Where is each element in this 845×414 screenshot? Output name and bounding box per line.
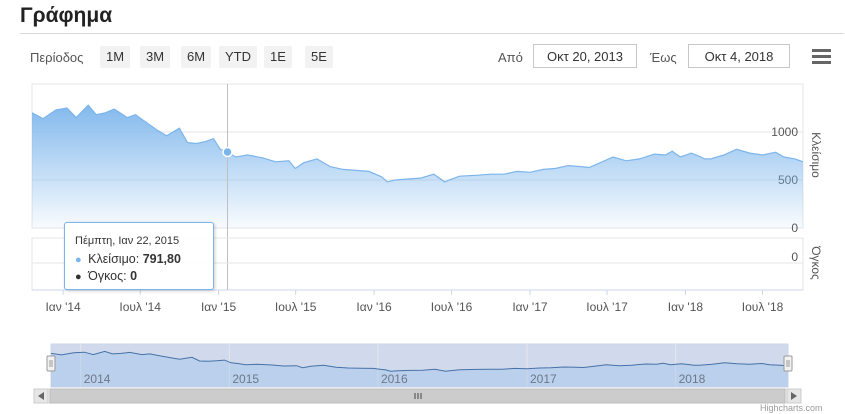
close-series-dot-icon: ● [75, 254, 82, 266]
tooltip-volume-label: Όγκος: [88, 269, 127, 283]
scroll-right-arrow-icon [791, 392, 797, 400]
range-button-ytd[interactable]: YTD [219, 46, 257, 68]
volume-series-dot-icon: ● [75, 271, 82, 283]
hovered-point [222, 146, 233, 158]
navigator-right-handle[interactable] [783, 355, 793, 372]
range-toolbar: Περίοδος 1M 3M 6M YTD 1E 5E Από Οκτ 20, … [0, 44, 845, 72]
navigator-tick-label: 2015 [232, 372, 259, 386]
navigator-area [51, 351, 788, 387]
handle-body [46, 355, 56, 372]
y-axis-title-volume: Όγκος [809, 245, 823, 280]
close-series-line [32, 104, 803, 183]
period-label: Περίοδος [30, 50, 84, 65]
tooltip-close-value: 791,80 [142, 252, 181, 266]
from-label: Από [498, 50, 523, 65]
y-tick-label: 1000 [771, 125, 798, 139]
range-button-5y[interactable]: 5E [305, 46, 333, 68]
x-tick-label: Ιαν '15 [201, 300, 237, 314]
navigator-left-handle[interactable] [46, 355, 56, 372]
x-tick-label: Ιουλ '17 [586, 300, 628, 314]
navigator-line [51, 350, 788, 372]
x-tick-label: Ιαν '16 [356, 300, 392, 314]
credits-link[interactable]: Highcharts.com [760, 403, 823, 413]
navigator-tick-label: 2014 [84, 372, 111, 386]
navigator-tick-label: 2016 [381, 372, 408, 386]
x-tick-label: Ιουλ '15 [275, 300, 317, 314]
range-button-3m[interactable]: 3M [140, 46, 171, 68]
range-button-6m[interactable]: 6M [181, 46, 212, 68]
close-series-area [32, 105, 803, 228]
y-axis-title-close: Κλείσιμο [809, 132, 823, 178]
page-title: Γράφημα [20, 4, 113, 27]
range-button-1y[interactable]: 1E [264, 46, 292, 68]
tooltip-date: Πέμπτη, Ιαν 22, 2015 [75, 235, 180, 247]
navigator-scrollbar[interactable] [33, 388, 802, 404]
to-date-input[interactable]: Οκτ 4, 2018 [688, 44, 790, 68]
close-series [32, 104, 803, 228]
x-tick-label: Ιαν '17 [512, 300, 548, 314]
from-date-input[interactable]: Οκτ 20, 2013 [533, 44, 637, 68]
menu-icon[interactable] [812, 49, 831, 65]
tooltip-volume-value: 0 [130, 269, 138, 283]
x-tick-label: Ιαν '18 [668, 300, 704, 314]
chart-tooltip: Πέμπτη, Ιαν 22, 2015 ● Κλείσιμο: 791,80 … [64, 222, 214, 290]
to-label: Έως [650, 50, 677, 65]
tooltip-close-row: ● Κλείσιμο: 791,80 [75, 252, 181, 266]
volume-tick-label: 0 [791, 250, 798, 264]
scroll-left-arrow-icon [38, 392, 44, 400]
x-tick-label: Ιουλ '18 [742, 300, 784, 314]
tooltip-volume-row: ● Όγκος: 0 [75, 269, 137, 283]
navigator-selection [50, 343, 789, 388]
handle-body [783, 355, 793, 372]
x-tick-label: Ιουλ '16 [431, 300, 473, 314]
x-tick-label: Ιουλ '14 [119, 300, 161, 314]
navigator-tick-label: 2017 [530, 372, 557, 386]
navigator-tick-label: 2018 [679, 372, 706, 386]
title-divider [20, 33, 844, 34]
navigator-series [51, 350, 788, 387]
tooltip-close-label: Κλείσιμο: [88, 252, 140, 266]
range-button-1m[interactable]: 1M [100, 46, 131, 68]
x-tick-label: Ιαν '14 [45, 300, 81, 314]
